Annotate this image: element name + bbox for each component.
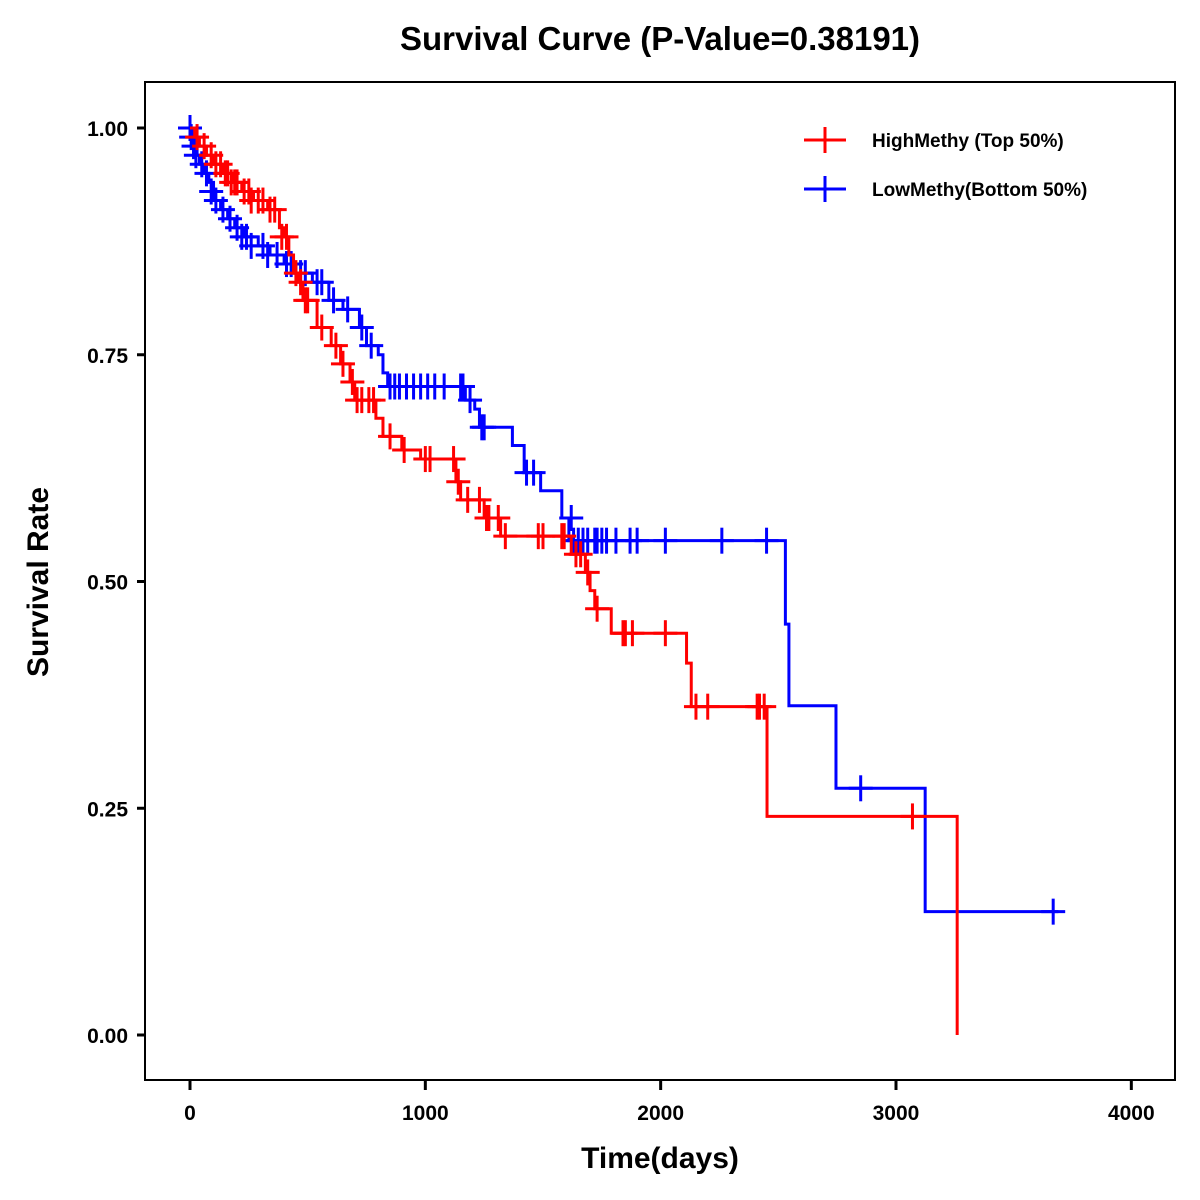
censor-mark xyxy=(552,523,577,550)
censor-mark xyxy=(330,350,355,377)
x-axis-title: Time(days) xyxy=(581,1142,739,1175)
censor-mark xyxy=(900,803,925,830)
x-tick-label: 2000 xyxy=(637,1102,684,1125)
x-tick-label: 4000 xyxy=(1108,1102,1155,1125)
censor-mark xyxy=(309,269,334,296)
censor-mark xyxy=(274,223,299,250)
x-tick-label: 0 xyxy=(184,1102,196,1125)
censor-mark xyxy=(625,527,650,554)
y-tick-label: 1.00 xyxy=(87,118,128,141)
censor-mark xyxy=(472,414,497,441)
censor-mark xyxy=(309,314,334,341)
y-tick-label: 0.00 xyxy=(87,1025,128,1048)
y-axis: 0.00 0.25 0.50 0.75 1.00 xyxy=(87,118,145,1048)
censor-mark xyxy=(349,314,374,341)
y-tick-label: 0.25 xyxy=(87,798,128,821)
y-axis-title: Survival Rate xyxy=(22,487,55,677)
censor-mark xyxy=(262,196,287,223)
censor-mark xyxy=(392,436,417,463)
series-layer xyxy=(178,115,1066,1035)
censor-mark xyxy=(653,527,678,554)
chart-title: Survival Curve (P-Value=0.38191) xyxy=(400,20,920,57)
censor-mark xyxy=(288,269,313,296)
censor-mark xyxy=(620,620,645,647)
censor-mark xyxy=(575,559,600,586)
legend-item-low: LowMethy(Bottom 50%) xyxy=(804,176,1087,202)
censor-mark xyxy=(378,423,403,450)
censor-mark xyxy=(361,387,386,414)
censor-mark xyxy=(585,595,610,622)
legend-label-low: LowMethy(Bottom 50%) xyxy=(872,180,1087,201)
legend: HighMethy (Top 50%) LowMethy(Bottom 50%) xyxy=(804,127,1087,202)
censor-mark xyxy=(1041,898,1066,925)
survival-step-line xyxy=(190,126,1059,914)
censor-mark xyxy=(695,693,720,720)
y-tick-label: 0.50 xyxy=(87,572,128,595)
x-tick-label: 3000 xyxy=(873,1102,920,1125)
x-axis: 0 1000 2000 3000 4000 xyxy=(184,1080,1155,1125)
plot-frame xyxy=(144,81,1176,1081)
censor-mark xyxy=(493,523,518,550)
censor-mark xyxy=(559,505,584,532)
censor-mark xyxy=(458,387,483,414)
y-tick-label: 0.75 xyxy=(87,345,128,368)
censor-mark xyxy=(335,296,360,323)
censor-mark xyxy=(521,459,546,486)
censor-mark xyxy=(323,332,348,359)
censor-mark xyxy=(754,527,779,554)
censor-mark xyxy=(568,541,593,568)
censor-mark xyxy=(340,368,365,395)
censor-mark xyxy=(450,373,475,400)
censor-mark xyxy=(467,486,492,513)
legend-item-high: HighMethy (Top 50%) xyxy=(804,127,1064,153)
censor-mark xyxy=(848,775,873,802)
censor-mark xyxy=(752,693,777,720)
censor-mark xyxy=(359,332,384,359)
censor-mark xyxy=(321,287,346,314)
series-low-methy xyxy=(178,115,1066,925)
censor-mark xyxy=(709,527,734,554)
legend-label-high: HighMethy (Top 50%) xyxy=(872,131,1064,152)
censor-mark xyxy=(486,505,511,532)
censor-mark xyxy=(653,620,678,647)
x-tick-label: 1000 xyxy=(402,1102,449,1125)
censor-mark xyxy=(441,446,466,473)
censor-mark xyxy=(418,446,443,473)
censor-mark xyxy=(295,287,320,314)
censor-mark xyxy=(446,468,471,495)
series-high-methy xyxy=(185,124,959,1035)
